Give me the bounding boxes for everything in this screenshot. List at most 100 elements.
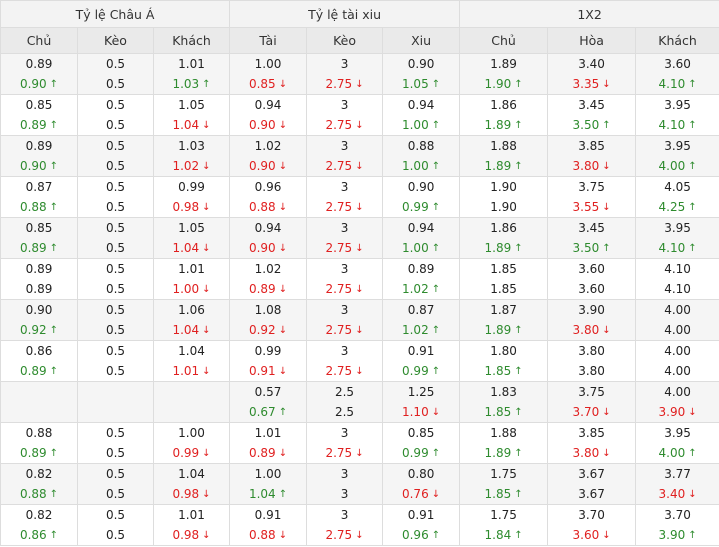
current-odds-value: 1.01 <box>172 364 199 378</box>
current-odds-value: 1.90 <box>485 77 512 91</box>
opening-odds: 0.91 <box>230 505 306 525</box>
opening-odds: 0.89 <box>1 259 77 279</box>
arrow-down-icon: ↓ <box>688 489 696 500</box>
current-odds-value: 0.90 <box>249 159 276 173</box>
current-odds: 4.00 <box>636 320 719 340</box>
current-odds: 1.89↑ <box>460 115 547 135</box>
current-odds: 0.5 <box>78 279 153 299</box>
arrow-down-icon: ↓ <box>602 79 610 90</box>
current-odds-value: 0.5 <box>106 241 125 255</box>
current-odds-value: 3.50 <box>573 118 600 132</box>
current-odds: 1.02↑ <box>383 320 459 340</box>
current-odds-value: 1.05 <box>402 77 429 91</box>
opening-odds: 0.82 <box>1 464 77 484</box>
current-odds: 0.96↑ <box>383 525 459 545</box>
current-odds: 1.90 <box>460 197 547 217</box>
arrow-down-icon: ↓ <box>602 161 610 172</box>
current-odds-value: 0.90 <box>249 118 276 132</box>
current-odds-value: 3.60 <box>573 528 600 542</box>
current-odds-value: 0.90 <box>20 159 47 173</box>
opening-odds: 1.75 <box>460 464 547 484</box>
current-odds-value: 1.00 <box>402 118 429 132</box>
current-odds: 2.75↓ <box>307 279 382 299</box>
col-under: Xiu <box>383 28 460 54</box>
opening-odds: 1.86 <box>460 218 547 238</box>
current-odds: 1.02↑ <box>383 279 459 299</box>
current-odds-value: 3.80 <box>578 364 605 378</box>
current-odds: 1.84↑ <box>460 525 547 545</box>
current-odds-value: 1.85 <box>490 282 517 296</box>
arrow-down-icon: ↓ <box>202 161 210 172</box>
col-over: Tài <box>230 28 307 54</box>
opening-odds: 0.86 <box>1 341 77 361</box>
current-odds: 1.03↑ <box>154 74 229 94</box>
arrow-up-icon: ↑ <box>432 120 440 131</box>
opening-odds: 3 <box>307 95 382 115</box>
current-odds-value: 1.89 <box>485 446 512 460</box>
current-odds-value: 2.75 <box>325 200 352 214</box>
current-odds: 0.88↑ <box>1 484 77 504</box>
current-odds-value: 0.67 <box>249 405 276 419</box>
current-odds: 0.99↑ <box>383 361 459 381</box>
arrow-down-icon: ↓ <box>355 325 363 336</box>
current-odds-value: 0.92 <box>20 323 47 337</box>
current-odds: 1.00↑ <box>383 238 459 258</box>
current-odds: 2.75↓ <box>307 443 382 463</box>
opening-odds: 0.5 <box>78 136 153 156</box>
current-odds-value: 2.75 <box>325 159 352 173</box>
current-odds-value: 0.88 <box>20 487 47 501</box>
opening-odds: 1.05 <box>154 218 229 238</box>
opening-odds: 0.94 <box>383 95 459 115</box>
current-odds: 0.99↑ <box>383 443 459 463</box>
opening-odds: 0.88 <box>1 423 77 443</box>
current-odds: 1.10↓ <box>383 402 459 422</box>
opening-odds: 3.80 <box>548 341 635 361</box>
arrow-up-icon: ↑ <box>514 79 522 90</box>
group-over-under: Tỷ lệ tài xiu <box>230 1 460 28</box>
arrow-down-icon: ↓ <box>279 284 287 295</box>
current-odds-value: 1.02 <box>402 323 429 337</box>
arrow-up-icon: ↑ <box>432 284 440 295</box>
opening-odds: 0.57 <box>230 382 306 402</box>
current-odds-value: 0.5 <box>106 446 125 460</box>
opening-odds: 0.87 <box>1 177 77 197</box>
current-odds-value: 2.75 <box>325 282 352 296</box>
current-odds: 0.5 <box>78 484 153 504</box>
arrow-down-icon: ↓ <box>602 530 610 541</box>
opening-odds: 1.00 <box>154 423 229 443</box>
current-odds: 0.91↓ <box>230 361 306 381</box>
cell-1x2-draw: 3.80 3.80 <box>548 341 636 382</box>
current-odds: 1.89↑ <box>460 156 547 176</box>
opening-odds: 3.90 <box>548 300 635 320</box>
current-odds: 0.5 <box>78 361 153 381</box>
current-odds: 0.89↓ <box>230 443 306 463</box>
current-odds-value: 4.00 <box>664 364 691 378</box>
col-line: Kèo <box>307 28 383 54</box>
current-odds-value: 1.00 <box>402 241 429 255</box>
arrow-up-icon: ↑ <box>202 79 210 90</box>
arrow-up-icon: ↑ <box>514 407 522 418</box>
arrow-up-icon: ↑ <box>602 243 610 254</box>
current-odds: 0.90↓ <box>230 238 306 258</box>
opening-odds: 3 <box>307 423 382 443</box>
opening-odds: 1.01 <box>154 505 229 525</box>
opening-odds: 3.45 <box>548 218 635 238</box>
opening-odds: 1.80 <box>460 341 547 361</box>
arrow-down-icon: ↓ <box>202 448 210 459</box>
current-odds-value: 4.25 <box>659 200 686 214</box>
current-odds: 4.25↑ <box>636 197 719 217</box>
